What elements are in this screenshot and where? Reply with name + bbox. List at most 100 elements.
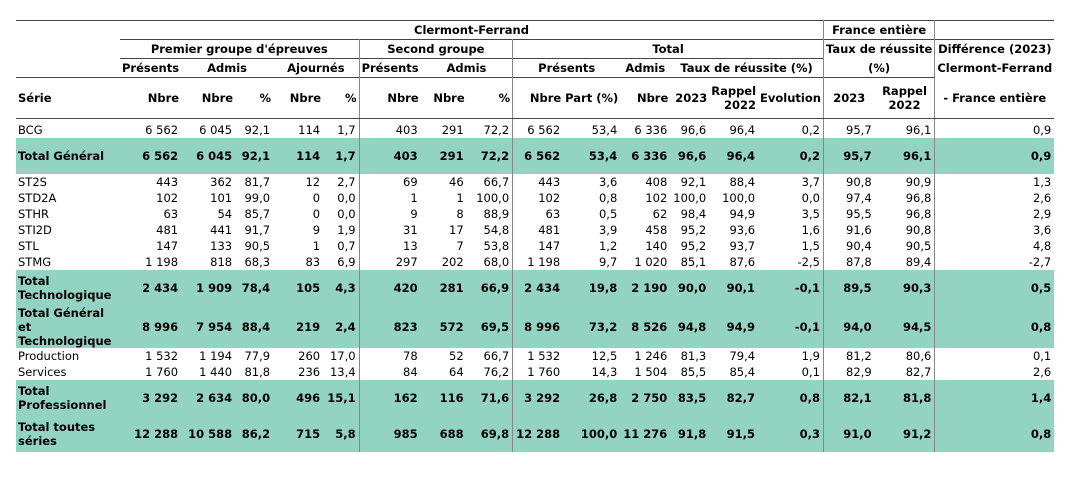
table-cell: 715 [273, 416, 324, 452]
table-cell: 64 [449, 364, 464, 379]
table-cell: 96,1 [874, 118, 936, 138]
table-cell: 53,8 [466, 238, 514, 254]
difference-header: Différence (2023) [934, 39, 1055, 59]
table-cell: 2,4 [323, 306, 360, 348]
table-cell: 90,0 [670, 270, 710, 306]
nbre-header: Nbre [359, 77, 421, 119]
table-cell: 94,8 [670, 306, 710, 348]
nbre-header: Nbre [273, 77, 324, 119]
table-cell: 823 [359, 306, 421, 348]
table-cell: 1 760 [145, 364, 179, 379]
table-cell: 1,2 [598, 238, 618, 253]
table-cell: 0,1 [1032, 348, 1052, 363]
table-cell: 1 194 [199, 348, 233, 363]
serie-label: STI2D [18, 222, 52, 237]
table-cell: 147 [538, 238, 561, 253]
table-cell: 281 [420, 270, 467, 306]
serie-label: Total Technologique [16, 270, 120, 306]
table-cell: 96,8 [874, 190, 936, 206]
table-cell: 403 [359, 138, 421, 174]
table-cell: 96,6 [680, 122, 707, 137]
table-row: Production 1 532 1 194 77,9 260 17,0 78 52 66,7 1… [16, 348, 1054, 364]
table-cell: 0,9 [934, 138, 1055, 174]
year-2023-header: 2023 [670, 77, 710, 119]
table-cell: 818 [210, 254, 233, 269]
nbre-header: Nbre [512, 77, 564, 119]
table-cell: 114 [273, 138, 324, 174]
table-cell: 3 292 [120, 380, 182, 416]
table-cell: 95,7 [823, 138, 875, 174]
table-cell: 76,2 [466, 364, 514, 380]
table-row: STMG 1 198 818 68,3 83 6,9 297 202 68,0 1 198 9,7 1… [16, 254, 1054, 270]
table-cell: 81,2 [846, 348, 872, 363]
table-cell: 1 909 [181, 270, 236, 306]
table-cell: 12 288 [120, 416, 182, 452]
table-cell: 91,5 [709, 416, 759, 452]
difference-region-header: Clermont-Ferrand [937, 61, 1053, 75]
table-cell: 85,1 [680, 254, 707, 269]
table-cell: 73,2 [563, 306, 621, 348]
table-cell: 82,7 [709, 380, 759, 416]
table-cell: 2 190 [620, 270, 671, 306]
table-body: BCG 6 562 6 045 92,1 114 1,7 403 291 72,2 6 562 53… [16, 118, 1055, 452]
serie-label: Total Général [16, 138, 120, 174]
table-cell: -2,7 [1028, 254, 1052, 269]
table-cell: 71,6 [466, 380, 514, 416]
table-cell: 17 [449, 222, 464, 237]
table-cell: 481 [156, 222, 179, 237]
table-cell: 147 [156, 238, 179, 253]
table-cell: 3,7 [758, 174, 824, 190]
table-cell: 6 562 [145, 122, 179, 137]
table-cell: 63 [545, 206, 561, 221]
total-header: Total [512, 39, 824, 59]
table-cell: 291 [420, 138, 467, 174]
table-cell: 93,6 [729, 222, 756, 237]
table-cell: 291 [441, 122, 464, 137]
table-cell: 6 562 [512, 138, 564, 174]
table-cell: 6 562 [527, 122, 561, 137]
table-row: ST2S 443 362 81,7 12 2,7 69 46 66,7 443 3,6 408 92,1… [16, 174, 1054, 190]
serie-label: STHR [18, 206, 49, 221]
table-cell: 96,4 [729, 122, 756, 137]
total-admis-header: Admis [620, 58, 671, 78]
serie-label: STL [18, 238, 39, 253]
table-cell: 86,2 [235, 416, 274, 452]
table-cell: 0,2 [758, 118, 824, 138]
table-cell: 94,9 [709, 306, 759, 348]
table-cell: 79,4 [729, 348, 756, 363]
table-cell: 0,7 [323, 238, 360, 254]
table-cell: 2,9 [1032, 206, 1052, 221]
table-cell: 420 [359, 270, 421, 306]
table-cell: 2 434 [120, 270, 182, 306]
table-cell: 62 [652, 206, 668, 221]
table-cell: 1,3 [1032, 174, 1052, 189]
table-cell: 95,7 [846, 122, 872, 137]
table-cell: 10 588 [181, 416, 236, 452]
table-cell: 4,3 [323, 270, 360, 306]
table-cell: 53,4 [563, 138, 621, 174]
table-cell: 408 [645, 174, 668, 189]
total-row: Total Technologique 2 434 1 909 78,4 105 4,3 4… [16, 270, 1055, 306]
table-cell: 90,5 [874, 238, 936, 254]
total-row: Total Général 6 562 6 045 92,1 114 1,7 403 291 7… [16, 138, 1055, 174]
table-cell: 82,7 [874, 364, 936, 380]
table-cell: 54 [217, 206, 233, 221]
table-cell: 6 045 [181, 138, 236, 174]
table-cell: 6 045 [199, 122, 233, 137]
table-cell: 80,0 [235, 380, 274, 416]
table-cell: 1,9 [758, 348, 824, 364]
table-cell: 99,0 [244, 190, 271, 205]
table-cell: 54,8 [466, 222, 514, 238]
table-cell: 162 [359, 380, 421, 416]
table-cell: 5,8 [323, 416, 360, 452]
table-cell: 97,4 [846, 190, 872, 205]
serie-label: Services [18, 364, 67, 379]
table-cell: 87,8 [846, 254, 872, 269]
table-cell: 78,4 [235, 270, 274, 306]
nbre-header: Nbre [620, 77, 671, 119]
table-cell: 6 562 [120, 138, 182, 174]
table-cell: 13,4 [323, 364, 360, 380]
table-cell: 1 440 [199, 364, 233, 379]
ajournes-header: Ajournés [273, 58, 360, 78]
table-cell: 96,8 [874, 206, 936, 222]
